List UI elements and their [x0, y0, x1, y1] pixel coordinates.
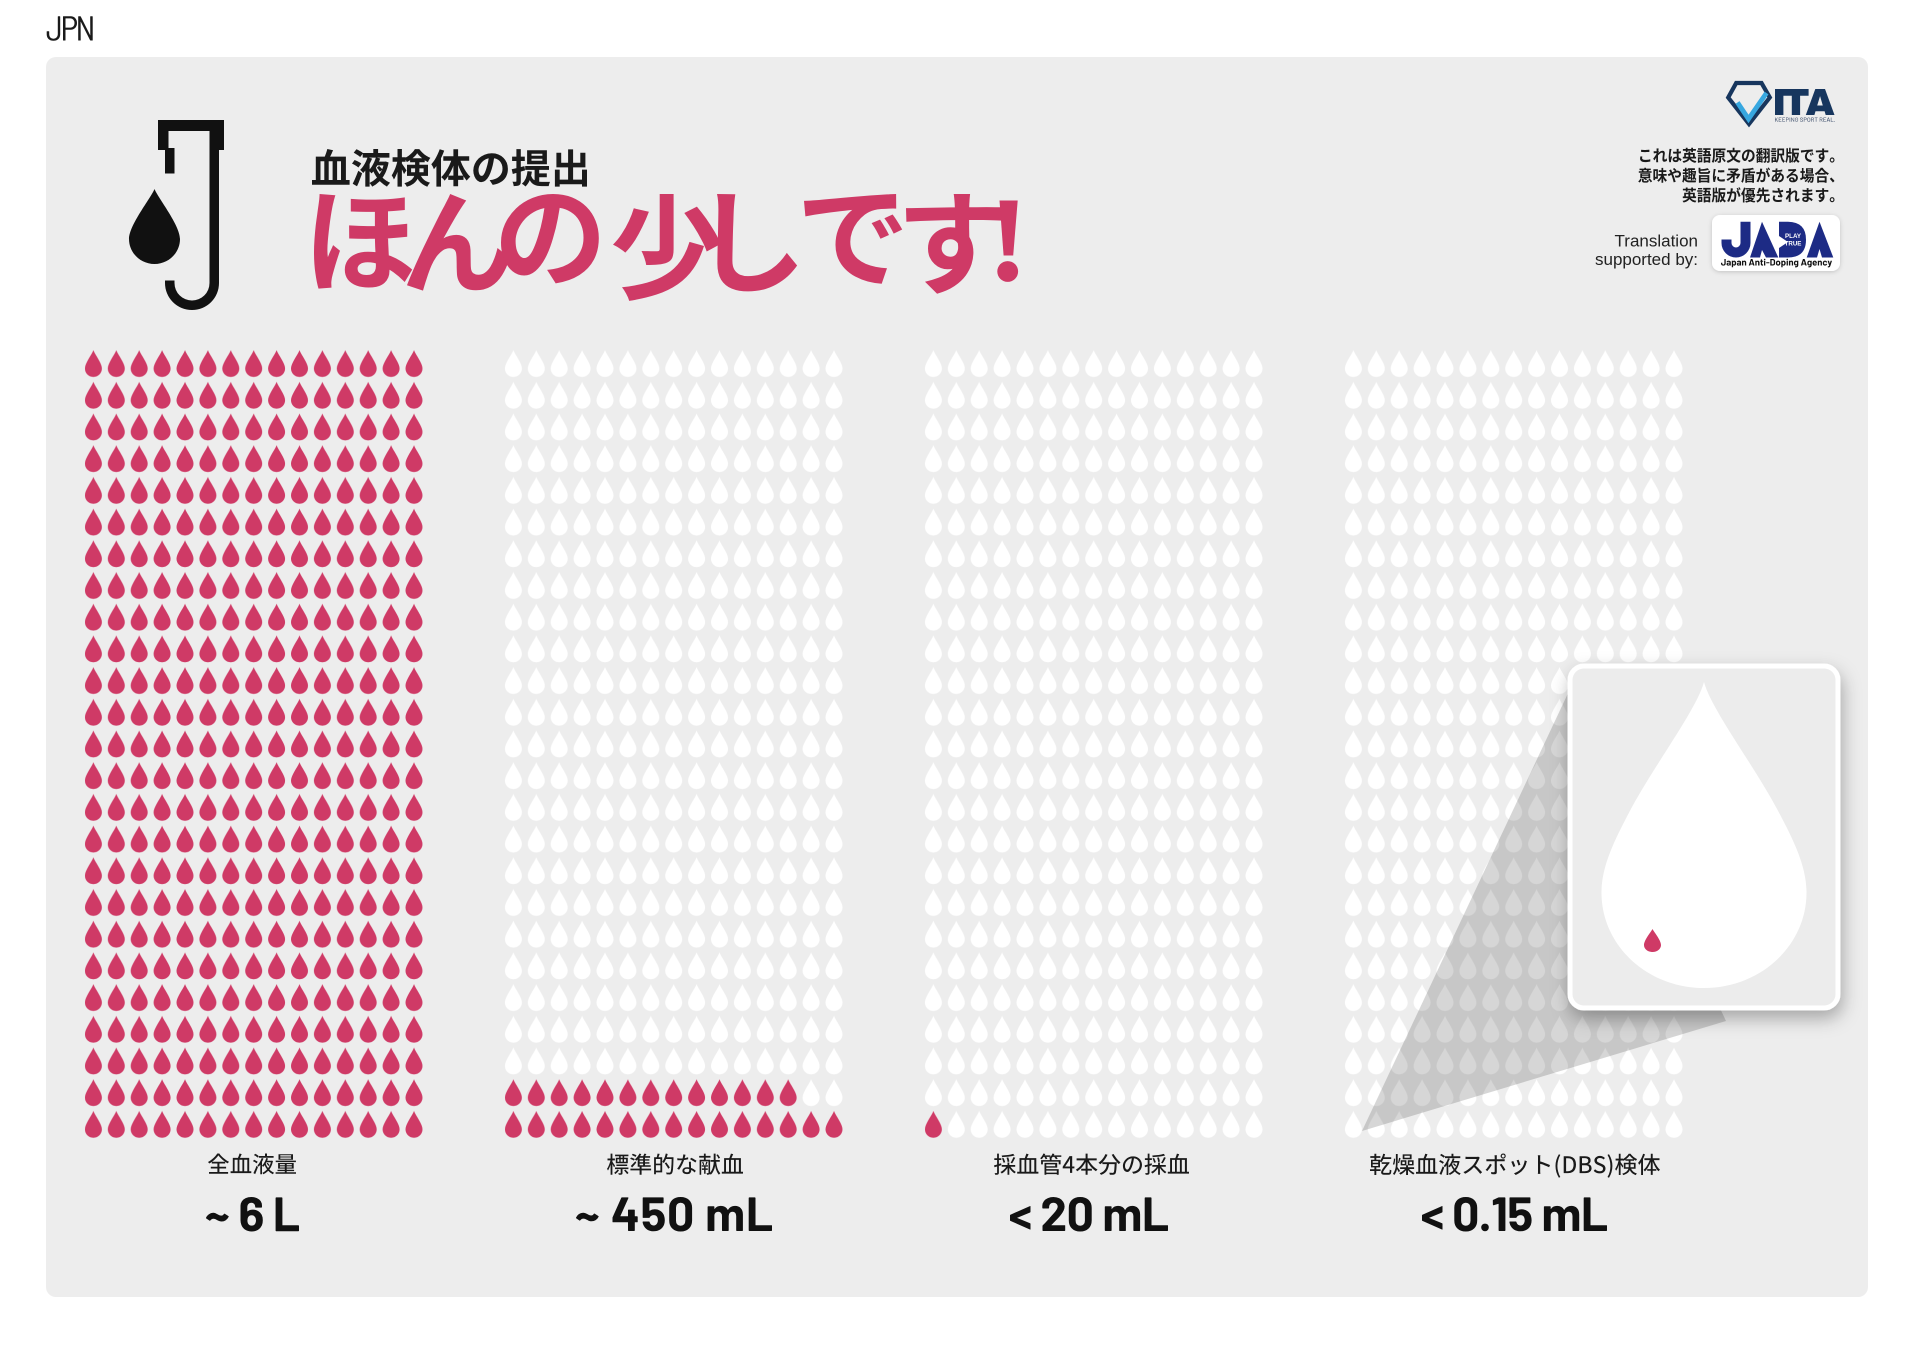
svg-text:Translation: Translation [1615, 232, 1698, 251]
svg-text:supported by:: supported by: [1595, 250, 1698, 269]
svg-text:TRUE: TRUE [1785, 241, 1802, 248]
svg-text:PLAY: PLAY [1785, 233, 1802, 240]
